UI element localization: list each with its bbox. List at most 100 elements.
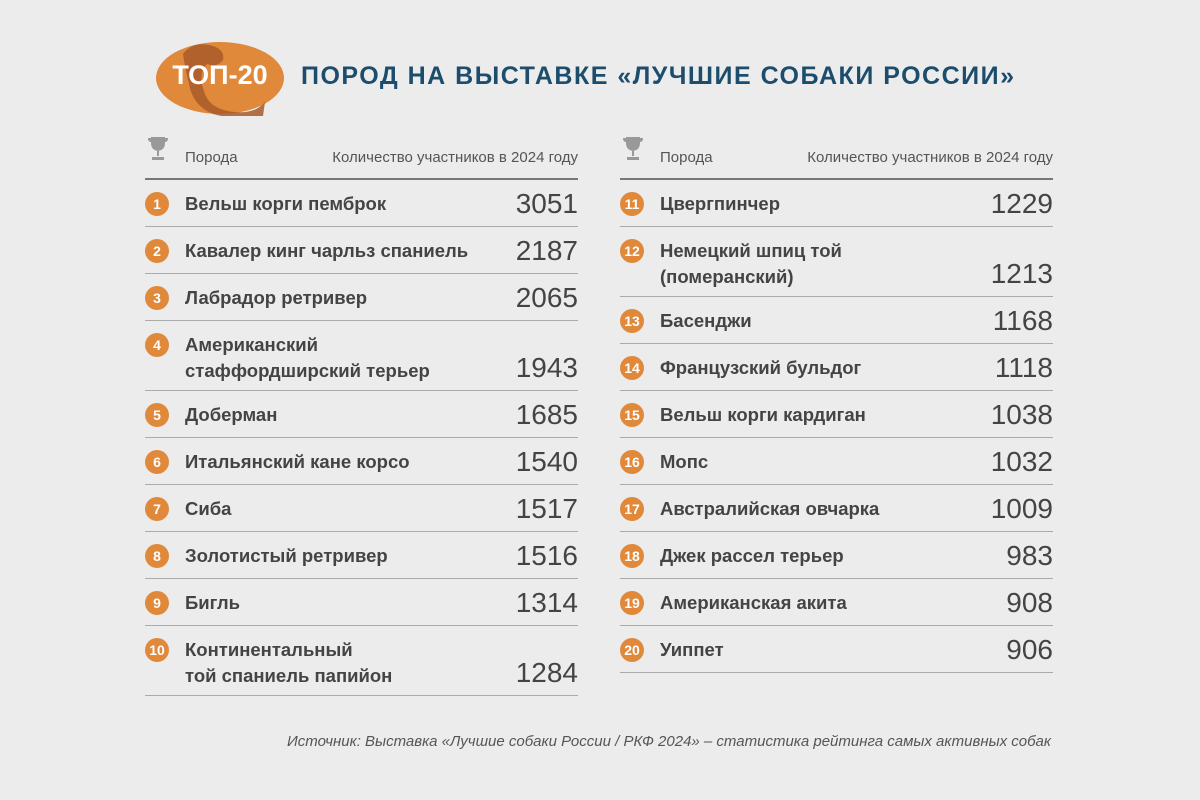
breed-name-line: Мопс [660,451,709,472]
participant-count: 1540 [515,446,578,477]
breed-name: Вельш корги пемброк [185,188,516,220]
rank-badge: 17 [620,497,644,521]
header-breed: Порода [185,149,238,166]
table-row: 13 Басенджи 1168 [620,297,1053,344]
header: ТОП-20 ПОРОД НА ВЫСТАВКЕ «ЛУЧШИЕ СОБАКИ … [155,36,1016,119]
breed-name: Итальянский кане корсо [185,446,516,478]
table-column: Порода Количество участников в 2024 году 1… [620,134,1053,673]
table-row: 3 Лабрадор ретривер 2065 [145,274,578,321]
breed-name: Бигль [185,587,516,619]
breed-name-line: Басенджи [660,310,752,331]
participant-count: 1038 [990,399,1053,430]
breed-name: Золотистый ретривер [185,540,516,572]
table-row: 9 Бигль 1314 [145,579,578,626]
participant-count: 983 [1006,540,1053,571]
breed-name-line: той спаниель папийон [185,665,393,686]
breed-name-line: Цвергпинчер [660,193,780,214]
participant-count: 1516 [515,540,578,571]
rank-badge: 7 [145,497,169,521]
breed-name-line: Вельш корги пемброк [185,193,387,214]
breed-name-line: Бигль [185,592,241,613]
participant-count: 1118 [994,352,1053,383]
breed-name-line: Американский [185,334,319,355]
participant-count: 906 [1006,634,1053,665]
breed-name: Уиппет [660,634,1006,666]
rank-badge: 4 [145,333,169,357]
rank-badge: 8 [145,544,169,568]
title: ПОРОД НА ВЫСТАВКЕ «ЛУЧШИЕ СОБАКИ РОССИИ» [301,61,1016,90]
rank-badge: 19 [620,591,644,615]
breed-name-line: Джек рассел терьер [660,545,844,566]
table-row: 14 Французский бульдог 1118 [620,344,1053,391]
participant-count: 2187 [515,235,578,266]
badge: ТОП-20 [155,36,285,119]
breed-name: Сиба [185,493,516,525]
participant-count: 1009 [990,493,1053,524]
rank-badge: 10 [145,638,169,662]
breed-name-line: Кавалер кинг чарльз спаниель [185,240,469,261]
breed-name: Лабрадор ретривер [185,282,516,314]
breed-name-line: Вельш корги кардиган [660,404,866,425]
rank-badge: 3 [145,286,169,310]
table-row: 6 Итальянский кане корсо 1540 [145,438,578,485]
table-row: 4 Американский стаффордширский терьер 1943 [145,321,578,391]
breed-name: Цвергпинчер [660,188,991,220]
table-row: 16 Мопс 1032 [620,438,1053,485]
breed-name-line: Лабрадор ретривер [185,287,368,308]
breed-name: Доберман [185,399,516,431]
rank-badge: 16 [620,450,644,474]
source: Источник: Выставка «Лучшие собаки России… [287,733,1051,750]
breed-name: Басенджи [660,305,993,337]
breed-name-line: Американская акита [660,592,847,613]
table-header: Порода Количество участников в 2024 году [620,134,1053,180]
header-breed: Порода [660,149,713,166]
rank-badge: 13 [620,309,644,333]
participant-count: 1168 [992,305,1053,336]
breed-name-line: Сиба [185,498,232,519]
table-row: 19 Американская акита 908 [620,579,1053,626]
table-row: 10 Континентальный той спаниель папийон 128… [145,626,578,696]
rank-badge: 9 [145,591,169,615]
table-row: 1 Вельш корги пемброк 3051 [145,180,578,227]
breed-name: Вельш корги кардиган [660,399,991,431]
rank-badge: 5 [145,403,169,427]
badge-text: ТОП-20 [172,60,268,90]
table-row: 15 Вельш корги кардиган 1038 [620,391,1053,438]
breed-name: Американский стаффордширский терьер [185,329,516,384]
participant-count: 3051 [515,188,578,219]
header-count: Количество участников в 2024 году [807,149,1053,166]
breed-name-line: (померанский) [660,266,794,287]
rank-badge: 2 [145,239,169,263]
rank-badge: 15 [620,403,644,427]
participant-count: 1517 [515,493,578,524]
breed-name: Джек рассел терьер [660,540,1006,572]
participant-count: 1213 [990,258,1053,289]
breed-name: Континентальный той спаниель папийон [185,634,516,689]
table-row: 7 Сиба 1517 [145,485,578,532]
table-header: Порода Количество участников в 2024 году [145,134,578,180]
breed-name: Кавалер кинг чарльз спаниель [185,235,516,267]
breed-name: Французский бульдог [660,352,995,384]
participant-count: 2065 [515,282,578,313]
breed-name: Немецкий шпиц той (померанский) [660,235,991,290]
table-row: 8 Золотистый ретривер 1516 [145,532,578,579]
breed-name-line: Австралийская овчарка [660,498,880,519]
table-column: Порода Количество участников в 2024 году 1… [145,134,578,696]
rank-badge: 20 [620,638,644,662]
participant-count: 1685 [515,399,578,430]
breed-name-line: Доберман [185,404,278,425]
breed-name: Мопс [660,446,991,478]
rank-badge: 6 [145,450,169,474]
rank-badge: 18 [620,544,644,568]
header-count: Количество участников в 2024 году [332,149,578,166]
table-row: 11 Цвергпинчер 1229 [620,180,1053,227]
participant-count: 1314 [515,587,578,618]
table-row: 5 Доберман 1685 [145,391,578,438]
badge-shape [156,42,284,119]
table-row: 20 Уиппет 906 [620,626,1053,673]
participant-count: 1229 [990,188,1053,219]
table-row: 12 Немецкий шпиц той (померанский) 1213 [620,227,1053,297]
rank-badge: 12 [620,239,644,263]
breed-name-line: Немецкий шпиц той [660,240,842,261]
